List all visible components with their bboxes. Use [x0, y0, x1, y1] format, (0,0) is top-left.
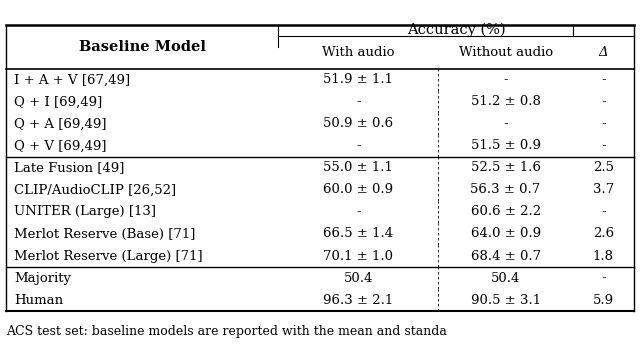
Text: Accuracy (%): Accuracy (%) — [406, 23, 506, 37]
Text: 50.4: 50.4 — [344, 271, 373, 285]
Text: -: - — [601, 205, 605, 219]
Text: 64.0 ± 0.9: 64.0 ± 0.9 — [470, 227, 541, 240]
Text: -: - — [601, 139, 605, 152]
Text: 66.5 ± 1.4: 66.5 ± 1.4 — [323, 227, 394, 240]
Text: Merlot Reserve (Base) [71]: Merlot Reserve (Base) [71] — [14, 227, 195, 240]
Text: 70.1 ± 1.0: 70.1 ± 1.0 — [323, 250, 394, 263]
Text: -: - — [601, 271, 605, 285]
Text: Without audio: Without audio — [458, 46, 553, 59]
Text: 55.0 ± 1.1: 55.0 ± 1.1 — [323, 161, 394, 174]
Text: Δ: Δ — [598, 46, 608, 59]
Text: 51.9 ± 1.1: 51.9 ± 1.1 — [323, 73, 394, 86]
Text: 1.8: 1.8 — [593, 250, 614, 263]
Text: -: - — [356, 95, 361, 108]
Text: Human: Human — [14, 294, 63, 306]
Text: Baseline Model: Baseline Model — [79, 40, 206, 54]
Text: With audio: With audio — [322, 46, 395, 59]
Text: 3.7: 3.7 — [593, 184, 614, 196]
Text: -: - — [601, 95, 605, 108]
Text: Q + V [69,49]: Q + V [69,49] — [14, 139, 107, 152]
Text: -: - — [601, 117, 605, 130]
Text: 56.3 ± 0.7: 56.3 ± 0.7 — [470, 184, 541, 196]
Text: Q + A [69,49]: Q + A [69,49] — [14, 117, 107, 130]
Text: Majority: Majority — [14, 271, 71, 285]
Text: -: - — [356, 139, 361, 152]
Text: Late Fusion [49]: Late Fusion [49] — [14, 161, 124, 174]
Text: I + A + V [67,49]: I + A + V [67,49] — [14, 73, 130, 86]
Text: 90.5 ± 3.1: 90.5 ± 3.1 — [470, 294, 541, 306]
Text: 52.5 ± 1.6: 52.5 ± 1.6 — [470, 161, 541, 174]
Text: -: - — [503, 117, 508, 130]
Text: 50.4: 50.4 — [491, 271, 520, 285]
Text: 2.5: 2.5 — [593, 161, 614, 174]
Text: -: - — [601, 73, 605, 86]
Text: 50.9 ± 0.6: 50.9 ± 0.6 — [323, 117, 394, 130]
Text: -: - — [356, 205, 361, 219]
Text: 2.6: 2.6 — [593, 227, 614, 240]
Text: CLIP/AudioCLIP [26,52]: CLIP/AudioCLIP [26,52] — [14, 184, 176, 196]
Text: Merlot Reserve (Large) [71]: Merlot Reserve (Large) [71] — [14, 250, 203, 263]
Text: ACS test set: baseline models are reported with the mean and standa: ACS test set: baseline models are report… — [6, 325, 447, 338]
Text: -: - — [503, 73, 508, 86]
Text: 51.2 ± 0.8: 51.2 ± 0.8 — [470, 95, 541, 108]
Text: UNITER (Large) [13]: UNITER (Large) [13] — [14, 205, 156, 219]
Text: Q + I [69,49]: Q + I [69,49] — [14, 95, 102, 108]
Text: 60.0 ± 0.9: 60.0 ± 0.9 — [323, 184, 394, 196]
Text: 96.3 ± 2.1: 96.3 ± 2.1 — [323, 294, 394, 306]
Text: 5.9: 5.9 — [593, 294, 614, 306]
Text: 68.4 ± 0.7: 68.4 ± 0.7 — [470, 250, 541, 263]
Text: 60.6 ± 2.2: 60.6 ± 2.2 — [470, 205, 541, 219]
Text: 51.5 ± 0.9: 51.5 ± 0.9 — [470, 139, 541, 152]
